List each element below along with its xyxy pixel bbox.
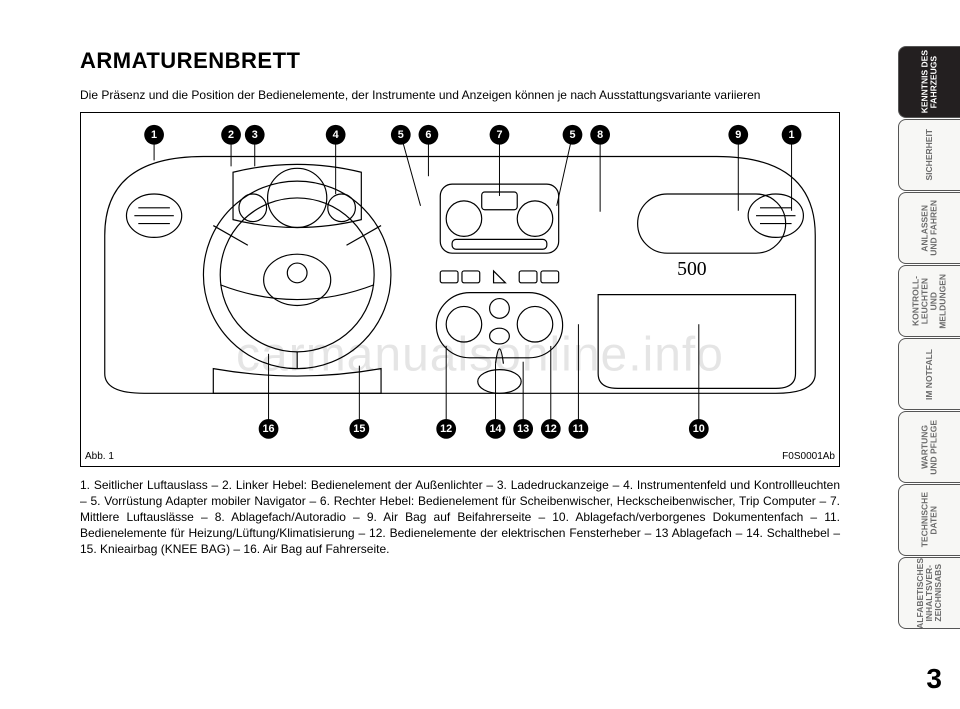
dashboard-svg: 500 123456758911615121413121110 xyxy=(85,117,835,447)
figure-label: Abb. 1 xyxy=(85,451,114,462)
svg-text:16: 16 xyxy=(263,423,275,435)
side-tab-6[interactable]: TECHNISCHE DATEN xyxy=(898,484,960,556)
side-tab-4[interactable]: IM NOTFALL xyxy=(898,338,960,410)
side-tab-1[interactable]: SICHERHEIT xyxy=(898,119,960,191)
svg-text:14: 14 xyxy=(489,423,501,435)
side-tab-5[interactable]: WARTUNG UND PFLEGE xyxy=(898,411,960,483)
svg-text:1: 1 xyxy=(789,129,795,141)
svg-text:1: 1 xyxy=(151,129,157,141)
svg-text:12: 12 xyxy=(545,423,557,435)
svg-text:6: 6 xyxy=(425,129,431,141)
svg-text:2: 2 xyxy=(228,129,234,141)
side-tab-2[interactable]: ANLASSEN UND FAHREN xyxy=(898,192,960,264)
svg-text:15: 15 xyxy=(353,423,365,435)
svg-text:9: 9 xyxy=(735,129,741,141)
side-tab-3[interactable]: KONTROLL- LEUCHTEN UND MELDUNGEN xyxy=(898,265,960,337)
svg-text:11: 11 xyxy=(573,423,584,435)
svg-text:5: 5 xyxy=(569,129,575,141)
page-number: 3 xyxy=(926,663,942,695)
svg-text:3: 3 xyxy=(252,129,258,141)
side-tab-0[interactable]: KENNTNIS DES FAHRZEUGS xyxy=(898,46,960,118)
svg-text:10: 10 xyxy=(693,423,705,435)
dashboard-figure: 500 123456758911615121413121110 Abb. 1 F… xyxy=(80,112,840,467)
svg-text:12: 12 xyxy=(440,423,452,435)
intro-text: Die Präsenz und die Position der Bediene… xyxy=(80,88,840,102)
svg-text:7: 7 xyxy=(496,129,502,141)
side-tabs: KENNTNIS DES FAHRZEUGSSICHERHEITANLASSEN… xyxy=(898,46,960,630)
figure-code: F0S0001Ab xyxy=(782,451,835,462)
svg-text:13: 13 xyxy=(517,423,529,435)
legend-text: 1. Seitlicher Luftauslass – 2. Linker He… xyxy=(80,477,840,558)
svg-text:4: 4 xyxy=(333,129,339,141)
side-tab-7[interactable]: ALFABETISCHES INHALTSVER- ZEICHNISABS xyxy=(898,557,960,629)
svg-text:8: 8 xyxy=(597,129,603,141)
page-title: ARMATURENBRETT xyxy=(80,48,840,74)
svg-text:5: 5 xyxy=(398,129,404,141)
svg-text:500: 500 xyxy=(677,258,707,280)
